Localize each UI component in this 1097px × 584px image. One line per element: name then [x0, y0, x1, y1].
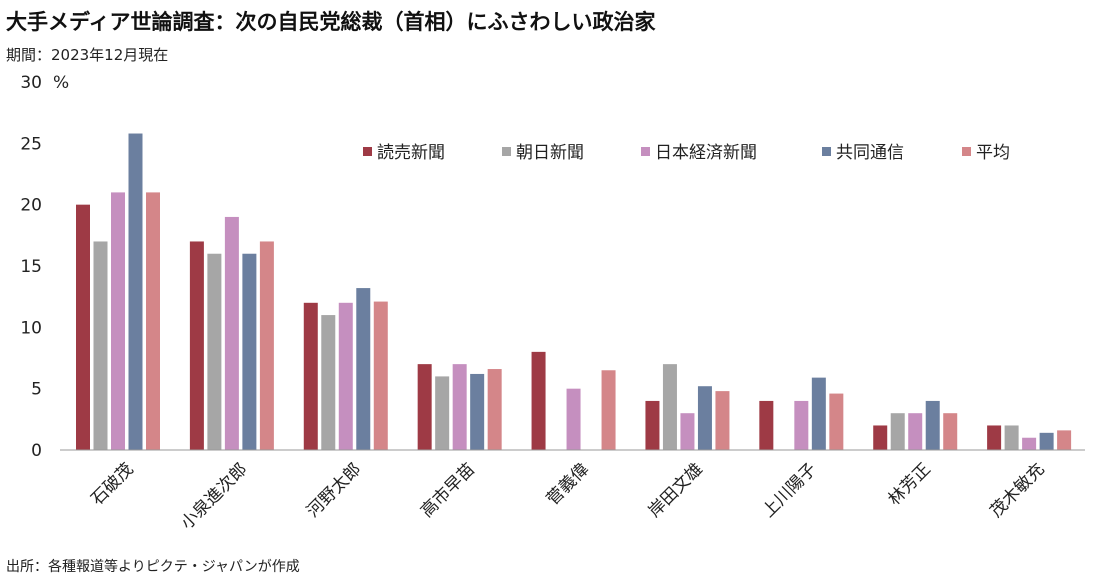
x-tick-label: 岸田文雄	[645, 459, 707, 521]
legend-swatch	[822, 147, 831, 156]
y-tick-label: 0	[31, 441, 42, 461]
bar	[111, 192, 125, 450]
bar	[680, 413, 695, 450]
bar	[303, 302, 318, 450]
bar	[908, 413, 923, 450]
bar	[259, 241, 274, 450]
x-tick-label: 高市早苗	[417, 459, 479, 521]
x-tick-label: 小泉進次郎	[177, 459, 251, 533]
legend-swatch	[641, 147, 650, 156]
bar	[943, 413, 958, 450]
bar	[146, 192, 160, 450]
y-tick-label: 25	[20, 134, 42, 154]
x-tick-label: 石破茂	[87, 459, 137, 509]
bar	[338, 302, 353, 450]
bar	[242, 253, 257, 450]
bar	[470, 373, 485, 450]
bar	[373, 301, 388, 450]
legend: 読売新聞 朝日新聞 日本経済新聞 共同通信 平均	[363, 143, 1010, 163]
bar	[715, 391, 730, 450]
chart-subtitle: 期間：2023年12月現在	[6, 46, 169, 64]
legend-label: 日本経済新聞	[655, 143, 757, 163]
source-note: 出所：各種報道等よりピクテ・ジャパンが作成	[6, 559, 300, 575]
bar	[531, 351, 546, 450]
bar	[356, 288, 371, 450]
bar	[987, 425, 1002, 450]
y-tick-label: 20	[20, 196, 42, 216]
legend-label: 朝日新聞	[516, 143, 584, 163]
bar	[435, 376, 450, 450]
y-tick-label: 5	[31, 380, 42, 400]
bar	[1057, 430, 1072, 450]
legend-swatch	[502, 147, 511, 156]
bar	[662, 364, 677, 450]
x-tick-label: 河野太郎	[303, 459, 365, 521]
bar	[925, 400, 940, 450]
legend-swatch	[363, 147, 372, 156]
y-tick-label: 10	[20, 318, 42, 338]
bar	[601, 370, 616, 450]
bar	[873, 425, 888, 450]
bar	[829, 393, 844, 450]
chart-title: 大手メディア世論調査：次の自民党総裁（首相）にふさわしい政治家	[6, 10, 656, 34]
bar	[452, 364, 467, 450]
bar	[645, 400, 660, 450]
legend-label: 共同通信	[836, 143, 904, 163]
legend-label: 読売新聞	[377, 143, 445, 163]
legend-label: 平均	[976, 143, 1010, 163]
bar	[1004, 425, 1019, 450]
bar	[207, 253, 222, 450]
y-tick-label: 30	[20, 73, 42, 93]
legend-swatch	[962, 147, 971, 156]
bar	[1022, 437, 1037, 450]
bar	[93, 241, 108, 450]
bar	[321, 315, 336, 450]
bar	[697, 386, 712, 450]
y-axis-unit: %	[53, 73, 69, 93]
x-tick-label: 林芳正	[885, 459, 935, 509]
bar	[417, 364, 432, 450]
bars	[76, 133, 1072, 450]
y-tick-label: 15	[20, 257, 42, 277]
bar	[566, 388, 581, 450]
y-axis: 0 5 10 15 20 25 30%	[20, 73, 69, 461]
x-axis-labels: 石破茂 小泉進次郎 河野太郎 高市早苗 菅義偉 岸田文雄 上川陽子 林芳正 茂木敏充	[87, 459, 1048, 533]
bar	[759, 400, 774, 450]
bar	[128, 133, 143, 450]
x-tick-label: 菅義偉	[543, 459, 593, 509]
bar	[890, 413, 905, 450]
bar	[224, 216, 239, 450]
bar	[794, 400, 809, 450]
bar	[811, 377, 826, 450]
bar	[487, 369, 502, 450]
x-tick-label: 上川陽子	[759, 459, 821, 521]
bar	[189, 241, 204, 450]
bar	[1039, 432, 1054, 450]
bar	[76, 204, 90, 450]
x-tick-label: 茂木敏充	[986, 459, 1048, 521]
